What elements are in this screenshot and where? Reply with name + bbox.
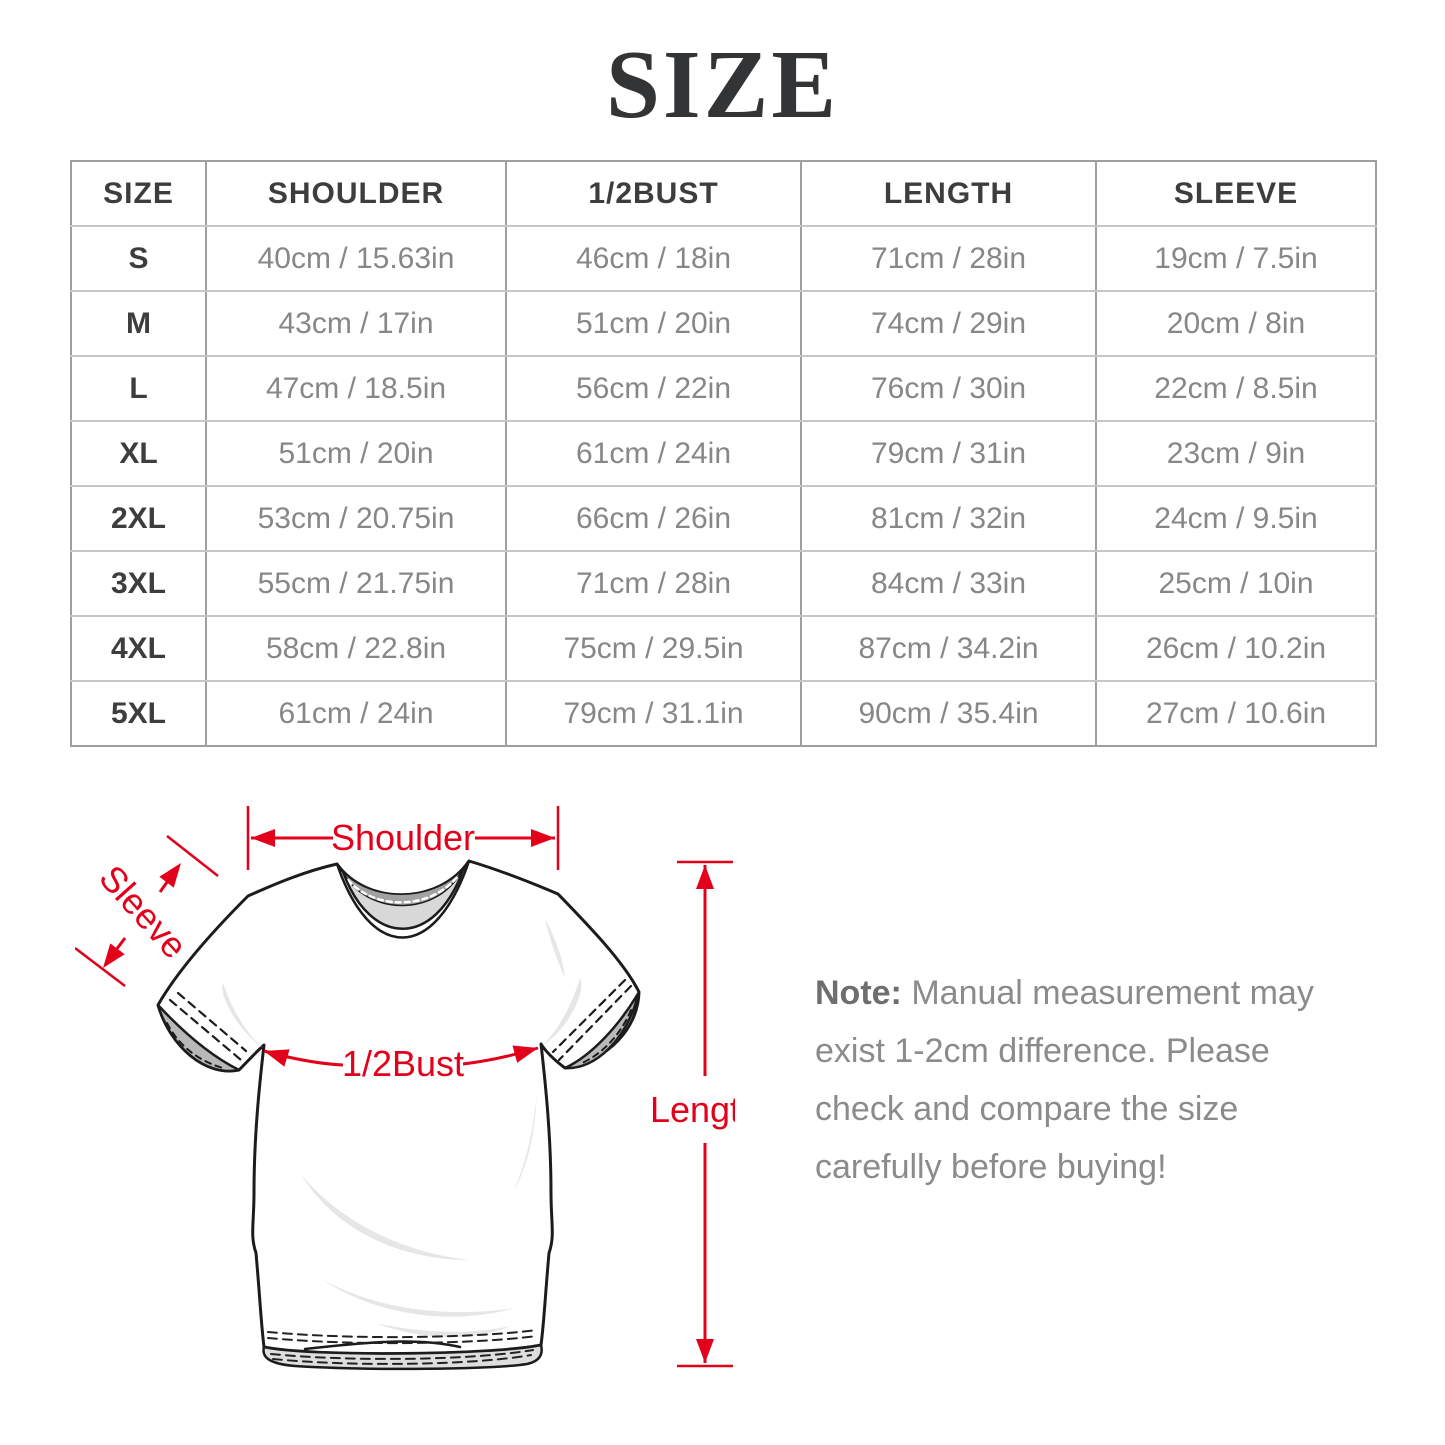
- tshirt-measurement-diagram: Shoulder Sleeve 1/2Bust: [75, 806, 735, 1371]
- size-label: 3XL: [70, 550, 207, 617]
- note-label: Note:: [815, 974, 902, 1012]
- size-label: 2XL: [70, 485, 207, 552]
- table-row-2xl: 2XL 53cm / 20.75in 66cm / 26in 81cm / 32in 2…: [70, 485, 1377, 552]
- right-cuff-opening: [563, 990, 641, 1070]
- measurement-value: 51cm / 20in: [205, 420, 507, 487]
- measurement-value: 66cm / 26in: [505, 485, 802, 552]
- table-row-m: M 43cm / 17in 51cm / 20in 74cm / 29in 20cm /…: [70, 290, 1377, 357]
- measurement-value: 87cm / 34.2in: [800, 615, 1097, 682]
- size-table-body: S 40cm / 15.63in 46cm / 18in 71cm / 28in 19c…: [70, 225, 1377, 747]
- table-row-l: L 47cm / 18.5in 56cm / 22in 76cm / 30in 22cm…: [70, 355, 1377, 422]
- measurement-value: 26cm / 10.2in: [1095, 615, 1377, 682]
- measurement-value: 19cm / 7.5in: [1095, 225, 1377, 292]
- measurement-value: 75cm / 29.5in: [505, 615, 802, 682]
- column-header-shoulder: SHOULDER: [205, 160, 507, 227]
- column-header-sleeve: SLEEVE: [1095, 160, 1377, 227]
- note-text: Manual measurement may exist 1-2cm diffe…: [815, 974, 1314, 1186]
- measurement-value: 51cm / 20in: [505, 290, 802, 357]
- measurement-value: 40cm / 15.63in: [205, 225, 507, 292]
- measurement-value: 84cm / 33in: [800, 550, 1097, 617]
- cuff-stitching: [168, 978, 633, 1062]
- measurement-value: 79cm / 31.1in: [505, 680, 802, 747]
- measurement-value: 20cm / 8in: [1095, 290, 1377, 357]
- measurement-value: 58cm / 22.8in: [205, 615, 507, 682]
- measurement-value: 27cm / 10.6in: [1095, 680, 1377, 747]
- size-table: SIZE SHOULDER 1/2BUST LENGTH SLEEVE S 40cm / …: [70, 160, 1377, 747]
- measurement-value: 25cm / 10in: [1095, 550, 1377, 617]
- hem-stitching: [267, 1329, 538, 1365]
- size-label: S: [70, 225, 207, 292]
- bust-label: 1/2Bust: [342, 1043, 464, 1084]
- measurement-value: 90cm / 35.4in: [800, 680, 1097, 747]
- measurement-note: Note: Manual measurement may exist 1-2cm…: [815, 964, 1335, 1196]
- measurement-value: 22cm / 8.5in: [1095, 355, 1377, 422]
- size-label: L: [70, 355, 207, 422]
- measurement-value: 61cm / 24in: [505, 420, 802, 487]
- fabric-wrinkles: [222, 918, 582, 1337]
- size-label: M: [70, 290, 207, 357]
- shoulder-label: Shoulder: [331, 817, 475, 858]
- size-label: 4XL: [70, 615, 207, 682]
- collar-band: [335, 859, 471, 939]
- column-header-length: LENGTH: [800, 160, 1097, 227]
- column-header-1-2bust: 1/2BUST: [505, 160, 802, 227]
- measurement-value: 74cm / 29in: [800, 290, 1097, 357]
- table-header-row: SIZE SHOULDER 1/2BUST LENGTH SLEEVE: [70, 160, 1377, 227]
- measurement-value: 61cm / 24in: [205, 680, 507, 747]
- measurement-value: 24cm / 9.5in: [1095, 485, 1377, 552]
- table-row-3xl: 3XL 55cm / 21.75in 71cm / 28in 84cm / 33in 2…: [70, 550, 1377, 617]
- measurement-value: 23cm / 9in: [1095, 420, 1377, 487]
- measurement-value: 71cm / 28in: [800, 225, 1097, 292]
- table-row-5xl: 5XL 61cm / 24in 79cm / 31.1in 90cm / 35.4in…: [70, 680, 1377, 747]
- size-label: XL: [70, 420, 207, 487]
- length-annotation: Length: [650, 860, 735, 1368]
- measurement-value: 71cm / 28in: [505, 550, 802, 617]
- collar: [335, 859, 471, 939]
- tshirt-illustration: [156, 859, 641, 1371]
- page-title: SIZE: [605, 31, 840, 138]
- measurement-value: 76cm / 30in: [800, 355, 1097, 422]
- measurement-value: 46cm / 18in: [505, 225, 802, 292]
- table-row-xl: XL 51cm / 20in 61cm / 24in 79cm / 31in 23cm …: [70, 420, 1377, 487]
- measurement-value: 53cm / 20.75in: [205, 485, 507, 552]
- measurement-value: 81cm / 32in: [800, 485, 1097, 552]
- size-label: 5XL: [70, 680, 207, 747]
- length-label: Length: [650, 1089, 735, 1130]
- measurement-value: 47cm / 18.5in: [205, 355, 507, 422]
- sleeve-label: Sleeve: [91, 857, 195, 966]
- measurement-value: 79cm / 31in: [800, 420, 1097, 487]
- column-header-size: SIZE: [70, 160, 207, 227]
- table-row-s: S 40cm / 15.63in 46cm / 18in 71cm / 28in 19c…: [70, 225, 1377, 292]
- measurement-value: 56cm / 22in: [505, 355, 802, 422]
- table-row-4xl: 4XL 58cm / 22.8in 75cm / 29.5in 87cm / 34.2…: [70, 615, 1377, 682]
- shoulder-annotation: Shoulder: [246, 806, 560, 870]
- bust-annotation: 1/2Bust: [261, 1039, 541, 1084]
- measurement-value: 55cm / 21.75in: [205, 550, 507, 617]
- measurement-value: 43cm / 17in: [205, 290, 507, 357]
